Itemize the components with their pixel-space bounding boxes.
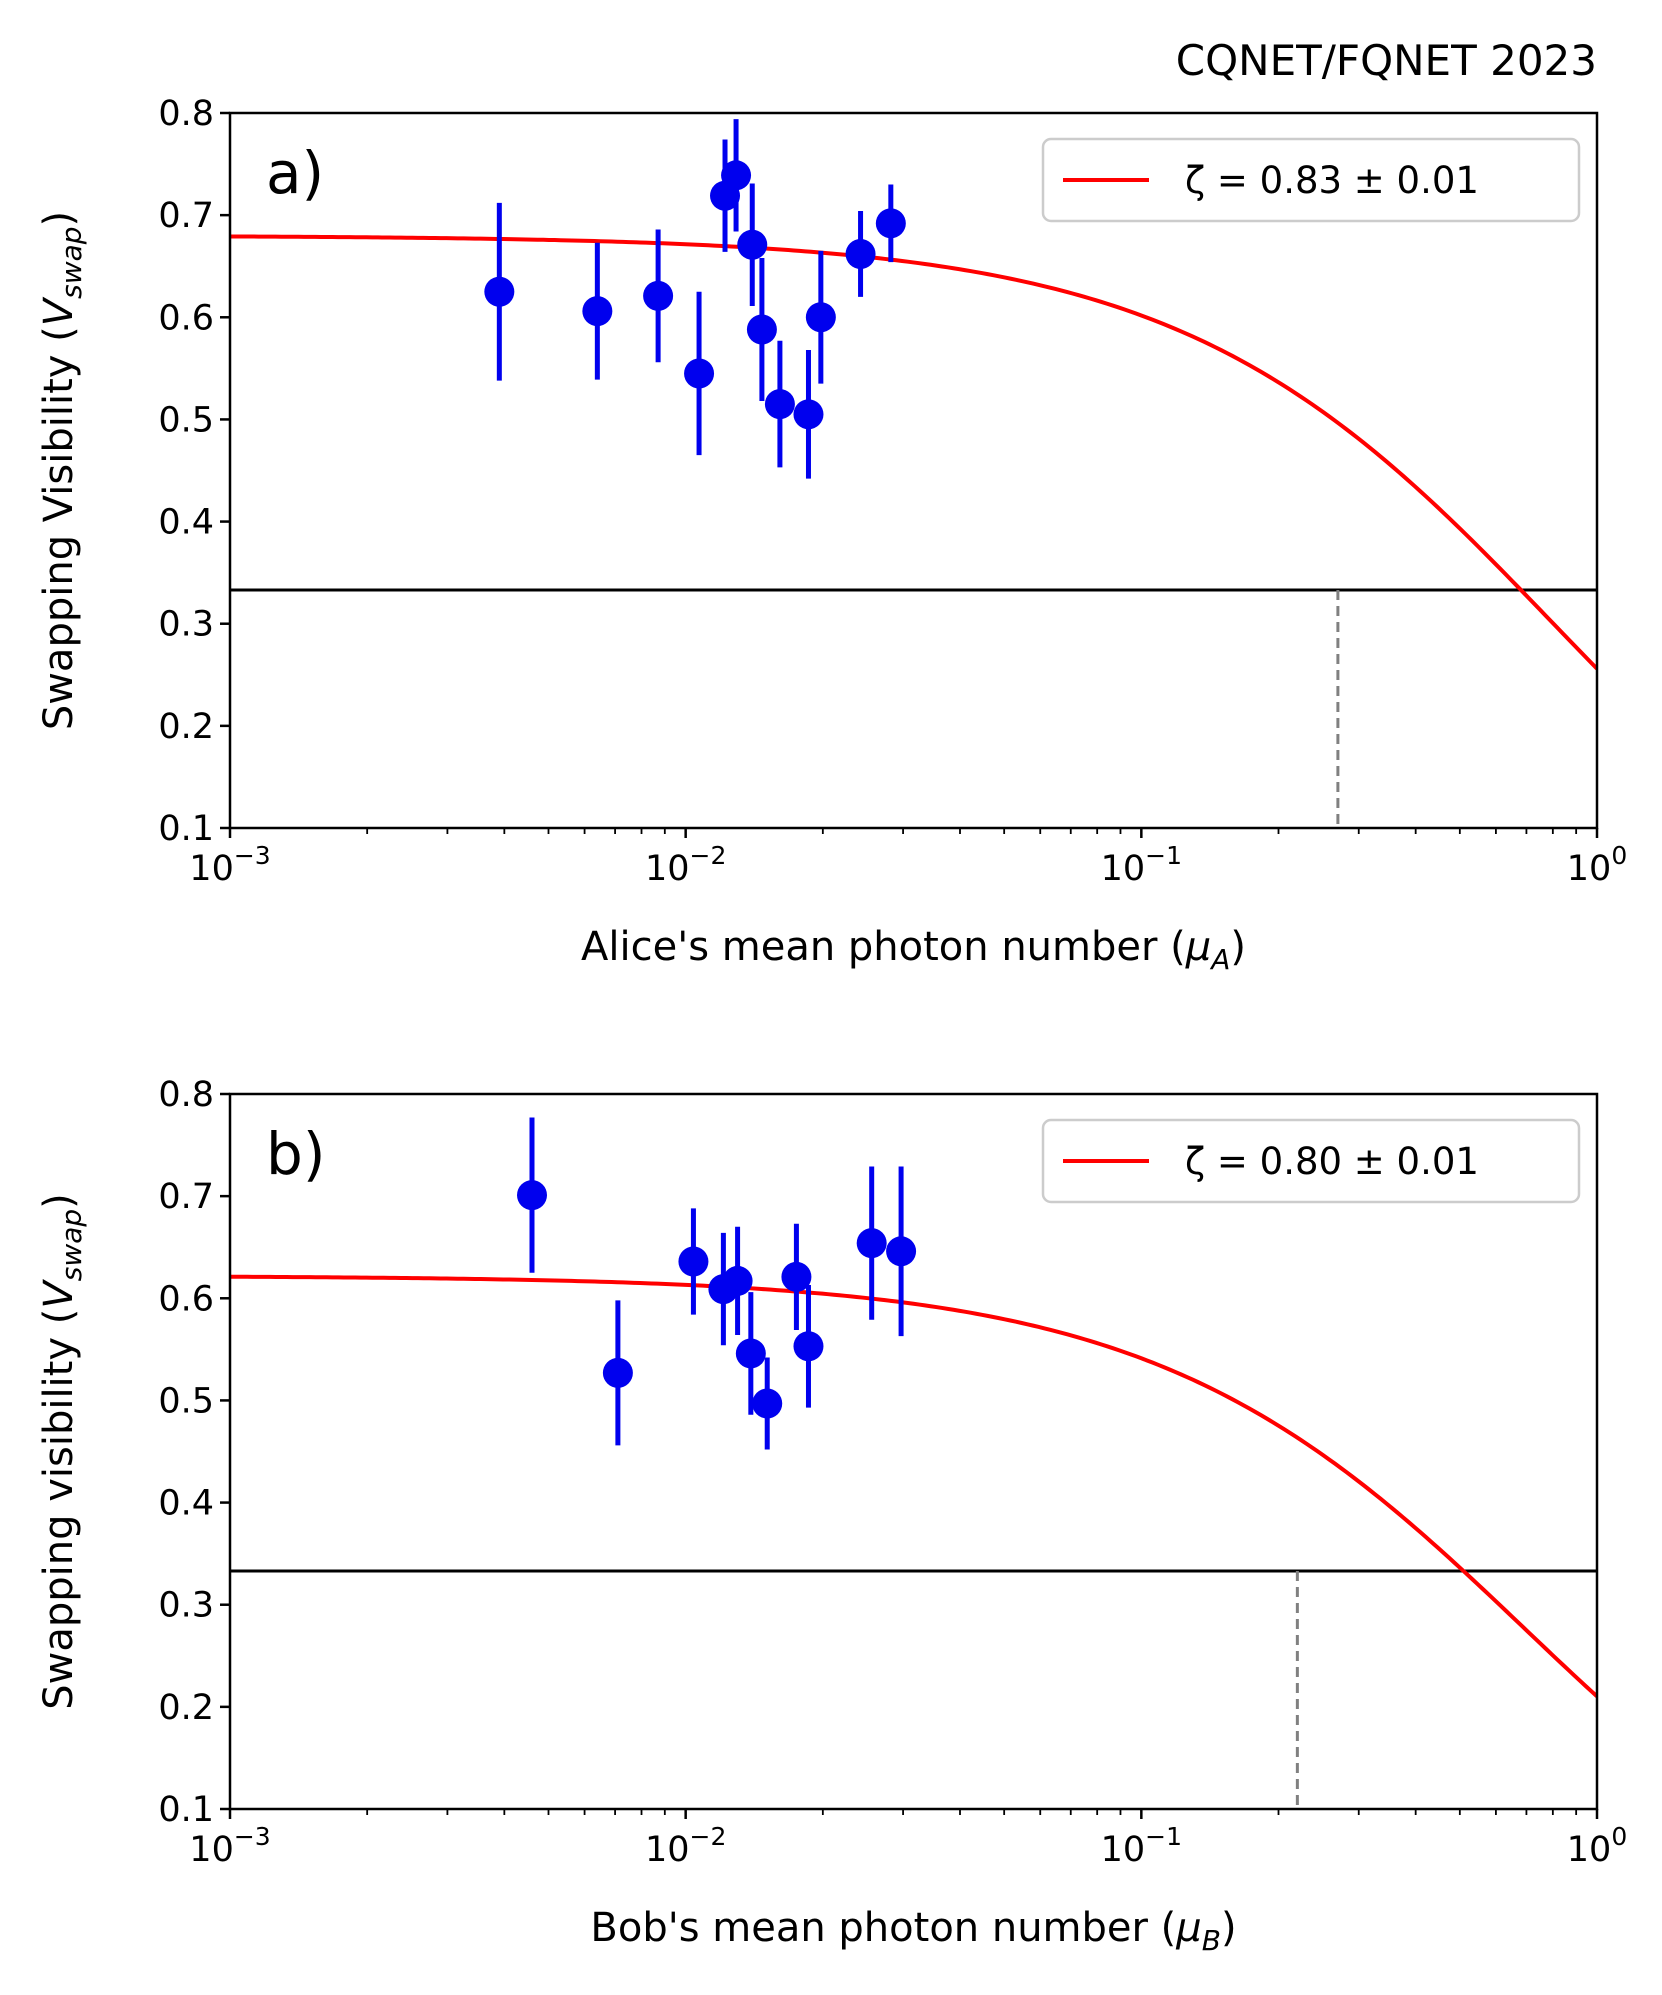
axes-frame: [228, 111, 1599, 830]
y-tick-label: 0.6: [158, 298, 214, 338]
panel-label: a): [266, 139, 324, 207]
data-marker: [735, 1338, 766, 1369]
fit-curve: [230, 234, 1597, 671]
data-marker: [722, 1265, 753, 1296]
data-point: [805, 250, 836, 384]
x-tick-label: 100: [1567, 841, 1627, 889]
y-tick-label: 0.4: [158, 1484, 214, 1524]
legend: ζ = 0.83 ± 0.01: [1041, 137, 1581, 223]
data-marker: [764, 389, 795, 420]
panel-label: b): [266, 1120, 325, 1188]
y-tick-label: 0.8: [158, 94, 214, 134]
x-axis-label: Bob's mean photon number (μB): [590, 1905, 1236, 1957]
data-marker: [582, 296, 613, 327]
data-marker: [886, 1236, 917, 1267]
data-point: [737, 183, 768, 307]
data-marker: [684, 358, 715, 389]
data-marker: [643, 280, 674, 311]
y-tick-label: 0.3: [158, 605, 214, 645]
y-tick-label: 0.8: [158, 1075, 214, 1115]
y-tick-label: 0.1: [158, 1790, 214, 1830]
data-marker: [484, 276, 515, 307]
x-tick-label: 10−3: [189, 841, 270, 889]
y-tick-label: 0.4: [158, 503, 214, 543]
data-point: [722, 1226, 753, 1336]
y-tick-label: 0.2: [158, 1688, 214, 1728]
legend-box: [1041, 137, 1581, 223]
x-tick-label: 10−1: [1101, 841, 1182, 889]
data-point: [735, 1292, 766, 1415]
data-marker: [856, 1228, 887, 1259]
data-marker: [781, 1261, 812, 1292]
data-point: [793, 349, 824, 479]
legend-label: ζ = 0.80 ± 0.01: [1185, 1140, 1479, 1183]
data-point: [602, 1300, 633, 1446]
data-point: [721, 119, 752, 232]
y-tick-label: 0.6: [158, 1279, 214, 1319]
axes-frame: [228, 1092, 1599, 1811]
fit-curve: [230, 1274, 1597, 1698]
y-tick-label: 0.7: [158, 1177, 214, 1217]
y-tick-label: 0.3: [158, 1586, 214, 1626]
data-point: [764, 340, 795, 468]
data-marker: [805, 302, 836, 333]
data-point: [678, 1208, 709, 1315]
y-tick-label: 0.2: [158, 707, 214, 747]
plot-area: [230, 119, 1597, 828]
x-tick-label: 10−3: [189, 1822, 270, 1870]
data-point: [793, 1285, 824, 1408]
data-point: [752, 1357, 783, 1450]
data-marker: [793, 399, 824, 430]
plot-area: [230, 1117, 1597, 1809]
data-point: [516, 1117, 547, 1273]
data-marker: [875, 208, 906, 239]
data-marker: [678, 1246, 709, 1277]
data-marker: [602, 1357, 633, 1388]
data-marker: [793, 1331, 824, 1362]
data-marker: [516, 1180, 547, 1211]
data-marker: [721, 160, 752, 191]
figure-header: CQNET/FQNET 2023: [1176, 36, 1597, 85]
data-point: [856, 1166, 887, 1320]
data-point: [875, 184, 906, 263]
data-point: [746, 258, 777, 402]
data-marker: [746, 314, 777, 345]
x-tick-label: 10−2: [645, 841, 726, 889]
x-tick-label: 10−1: [1101, 1822, 1182, 1870]
x-axis-label: Alice's mean photon number (μA): [581, 924, 1246, 976]
y-tick-label: 0.5: [158, 1381, 214, 1421]
data-marker: [752, 1388, 783, 1419]
y-tick-label: 0.1: [158, 809, 214, 849]
y-axis-label: Swapping visibility (Vswap): [36, 1193, 88, 1710]
data-point: [484, 202, 515, 381]
data-point: [643, 229, 674, 363]
data-point: [845, 211, 876, 297]
data-point: [582, 242, 613, 380]
data-marker: [845, 238, 876, 269]
data-point: [886, 1166, 917, 1337]
legend-box: [1041, 1118, 1581, 1204]
data-marker: [737, 229, 768, 260]
data-point: [781, 1223, 812, 1330]
y-axis-label: Swapping Visibility (Vswap): [36, 211, 88, 730]
y-tick-label: 0.5: [158, 400, 214, 440]
data-point: [684, 291, 715, 456]
x-tick-label: 100: [1567, 1822, 1627, 1870]
panel-a: 0.1 0.2 0.3 0.4 0.5 0.6 0.7 0.8 10−3 10−2 10−1 100 A…: [36, 94, 1627, 976]
y-tick-label: 0.7: [158, 196, 214, 236]
legend-label: ζ = 0.83 ± 0.01: [1185, 159, 1479, 202]
panel-b: 0.1 0.2 0.3 0.4 0.5 0.6 0.7 0.8 10−3 10−2 10−1 100 B…: [36, 1075, 1627, 1957]
legend: ζ = 0.80 ± 0.01: [1041, 1118, 1581, 1204]
x-tick-label: 10−2: [645, 1822, 726, 1870]
